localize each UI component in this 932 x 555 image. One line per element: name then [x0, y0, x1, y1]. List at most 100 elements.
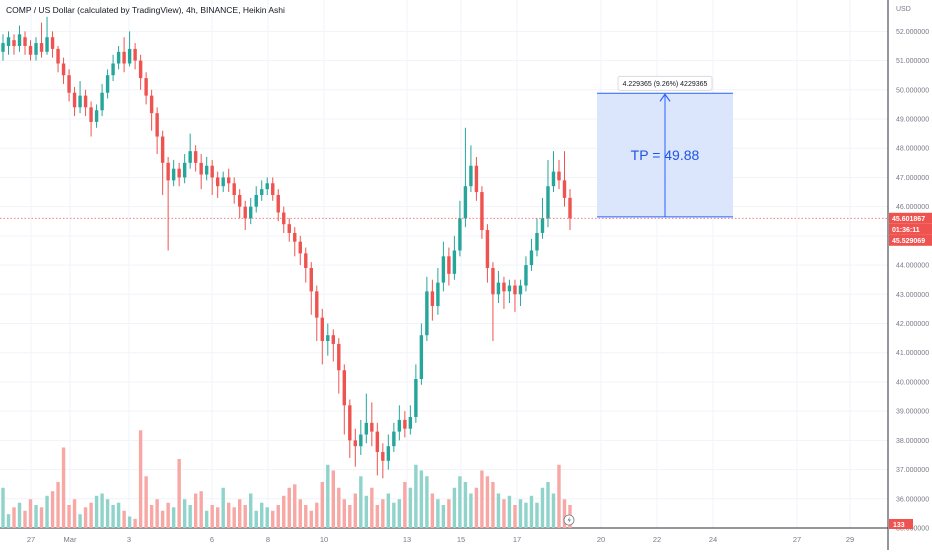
candle-body[interactable]	[182, 162, 187, 178]
candle-body[interactable]	[133, 48, 137, 61]
candle-body[interactable]	[12, 40, 16, 46]
candle-body[interactable]	[89, 107, 93, 122]
candle-body[interactable]	[116, 51, 121, 64]
candle-body[interactable]	[452, 250, 457, 274]
candle-body[interactable]	[243, 206, 247, 219]
candle-body[interactable]	[480, 192, 484, 231]
candle-body[interactable]	[50, 37, 55, 49]
candle-body[interactable]	[342, 370, 347, 406]
candle-body[interactable]	[287, 224, 291, 233]
candle-body[interactable]	[353, 440, 358, 447]
candle-body[interactable]	[359, 434, 363, 447]
candle-body[interactable]	[210, 165, 214, 178]
candle-body[interactable]	[226, 177, 231, 184]
candle-body[interactable]	[28, 45, 33, 55]
candle-body[interactable]	[557, 171, 561, 181]
candle-body[interactable]	[238, 194, 242, 207]
candle-body[interactable]	[166, 162, 170, 181]
candle-body[interactable]	[436, 282, 440, 306]
candle-body[interactable]	[331, 335, 335, 344]
candle-body[interactable]	[171, 168, 176, 181]
candle-body[interactable]	[513, 285, 517, 295]
candle-body[interactable]	[320, 317, 324, 342]
candle-body[interactable]	[524, 265, 528, 286]
candle-body[interactable]	[149, 95, 154, 114]
candle-body[interactable]	[381, 452, 385, 461]
candle-body[interactable]	[315, 291, 319, 318]
candle-body[interactable]	[518, 285, 523, 295]
candle-body[interactable]	[17, 34, 22, 46]
candle-body[interactable]	[177, 168, 181, 178]
candle-body[interactable]	[6, 37, 11, 46]
candle-body[interactable]	[507, 285, 512, 292]
candle-body[interactable]	[260, 189, 264, 195]
candle-body[interactable]	[540, 218, 545, 233]
candle-body[interactable]	[188, 151, 192, 163]
candle-body[interactable]	[562, 180, 567, 198]
candle-body[interactable]	[337, 343, 341, 371]
candle-body[interactable]	[193, 151, 198, 163]
candle-body[interactable]	[397, 419, 402, 432]
candle-body[interactable]	[215, 177, 220, 187]
candle-body[interactable]	[364, 422, 369, 435]
candle-body[interactable]	[221, 177, 225, 187]
candle-body[interactable]	[430, 291, 435, 306]
candle-body[interactable]	[370, 422, 374, 432]
candle-body[interactable]	[72, 92, 77, 108]
candle-body[interactable]	[485, 230, 490, 268]
candle-body[interactable]	[34, 43, 38, 55]
candle-body[interactable]	[304, 253, 308, 268]
candle-body[interactable]	[474, 165, 479, 193]
candle-body[interactable]	[160, 136, 165, 163]
candle-body[interactable]	[138, 60, 143, 79]
candle-body[interactable]	[408, 416, 413, 429]
candle-body[interactable]	[309, 268, 313, 292]
candle-body[interactable]	[39, 43, 44, 52]
symbol-legend[interactable]: COMP / US Dollar (calculated by TradingV…	[6, 5, 285, 15]
candle-body[interactable]	[111, 63, 115, 76]
candle-body[interactable]	[425, 291, 429, 336]
candle-body[interactable]	[386, 446, 391, 461]
candle-body[interactable]	[155, 113, 159, 137]
candle-body[interactable]	[568, 197, 572, 219]
candle-body[interactable]	[204, 165, 209, 175]
candle-body[interactable]	[122, 51, 126, 64]
candle-body[interactable]	[232, 183, 236, 195]
candle-body[interactable]	[249, 206, 253, 219]
candle-body[interactable]	[535, 232, 539, 251]
candle-body[interactable]	[67, 75, 71, 93]
candle-body[interactable]	[144, 78, 148, 96]
candle-body[interactable]	[529, 250, 534, 266]
candle-body[interactable]	[491, 268, 495, 295]
candle-body[interactable]	[447, 256, 451, 274]
candle-body[interactable]	[546, 186, 550, 219]
candle-body[interactable]	[403, 419, 407, 429]
candle-body[interactable]	[441, 256, 446, 283]
candle-body[interactable]	[348, 405, 352, 441]
candle-body[interactable]	[326, 335, 330, 342]
candle-body[interactable]	[254, 194, 258, 207]
candle-body[interactable]	[502, 282, 506, 292]
candle-body[interactable]	[61, 63, 66, 76]
candle-body[interactable]	[83, 95, 88, 108]
candle-body[interactable]	[375, 431, 380, 453]
candle-body[interactable]	[469, 165, 473, 187]
candle-body[interactable]	[56, 48, 60, 64]
candle-body[interactable]	[463, 186, 468, 219]
candle-body[interactable]	[78, 95, 82, 108]
candle-body[interactable]	[458, 218, 462, 251]
candle-body[interactable]	[94, 110, 99, 122]
candle-body[interactable]	[1, 43, 5, 52]
candle-body[interactable]	[100, 92, 104, 111]
candle-body[interactable]	[551, 171, 556, 187]
candle-body[interactable]	[392, 431, 396, 447]
candle-body[interactable]	[271, 183, 275, 195]
candle-body[interactable]	[127, 48, 132, 64]
candle-body[interactable]	[419, 335, 424, 380]
candle-body[interactable]	[105, 75, 110, 93]
candle-body[interactable]	[298, 241, 302, 254]
candle-body[interactable]	[293, 232, 297, 242]
candle-body[interactable]	[276, 194, 280, 213]
